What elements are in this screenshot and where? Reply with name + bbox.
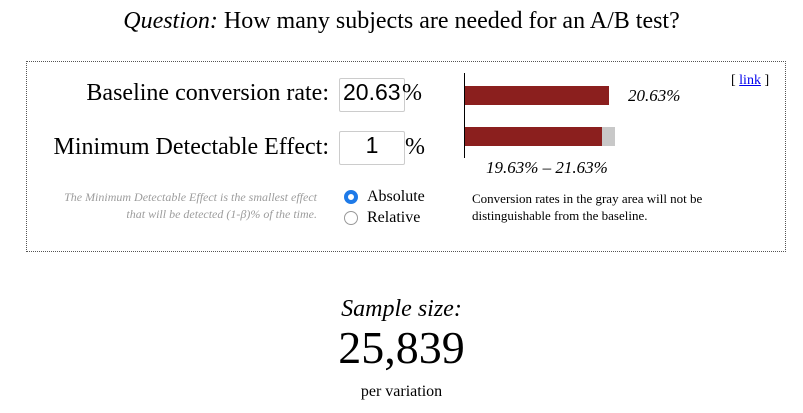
mde-label: Minimum Detectable Effect: [53,134,329,160]
absolute-label: Absolute [367,188,425,205]
range-label: 19.63% – 21.63% [486,158,608,177]
sample-size-unit: per variation [360,383,443,400]
calculator-panel: Baseline conversion rate: 20.63 % Minimu… [26,61,786,252]
relative-label: Relative [367,209,421,226]
link-open-bracket: [ [731,73,736,88]
mde-unit: % [405,134,425,160]
sample-size-value: 25,839 [338,322,465,373]
title-prefix: Question: [123,8,218,34]
baseline-bar-label: 20.63% [628,86,681,105]
lower-bound-bar [465,127,602,146]
sample-size-label: Sample size: [341,296,462,322]
mde-input[interactable]: 1 [339,131,405,165]
baseline-label: Baseline conversion rate: [86,80,329,106]
chart-axis [464,73,465,158]
chart-explanation: Conversion rates in the gray area will n… [472,191,703,223]
page-title: Question: How many subjects are needed f… [0,8,803,35]
mde-note: The Minimum Detectable Effect is the sma… [64,190,317,221]
radio-button-icon [344,211,358,225]
baseline-input[interactable]: 20.63 [339,78,405,112]
link-box: [ link ] [731,73,769,89]
baseline-bar [465,86,609,105]
title-text: How many subjects are needed for an A/B … [223,8,680,34]
permalink[interactable]: link [739,73,761,88]
absolute-radio[interactable]: Absolute [344,188,425,206]
relative-radio[interactable]: Relative [344,209,420,227]
radio-button-icon [344,190,358,204]
link-close-bracket: ] [764,73,770,88]
baseline-unit: % [402,80,422,106]
